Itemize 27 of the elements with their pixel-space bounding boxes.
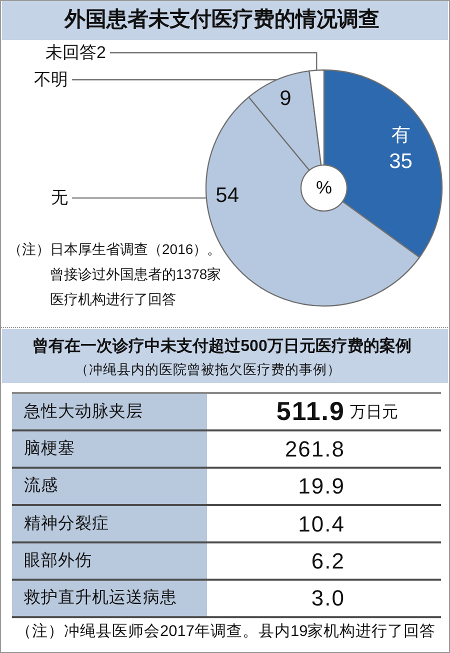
data-label: 10.4	[298, 511, 345, 536]
data-label: 9	[280, 86, 292, 112]
text: （注）冲绳县医师会2017年调查。县内19家机构进行了回答	[16, 623, 436, 641]
text: 万日元	[350, 403, 398, 422]
data-label: 2	[96, 42, 106, 62]
slice-label: 无	[51, 188, 68, 208]
slice-label: 不明	[34, 70, 68, 90]
data-label: 261.8	[284, 436, 345, 462]
text: %	[316, 178, 332, 198]
category-label: 救护直升机运送病患	[24, 588, 177, 608]
slice-label: 未回答	[46, 42, 97, 62]
data-label: 511.9	[276, 396, 345, 427]
category-label: 流感	[24, 476, 58, 496]
data-label: 35	[389, 150, 412, 174]
title: 外国患者未支付医疗费的情况调查	[64, 8, 380, 32]
text: （注）日本厚生省调查（2016）。曾接诊过外国患者的1378家医疗机构进行了回答	[8, 240, 222, 309]
category-label: 脑梗塞	[24, 440, 75, 458]
subtitle: （冲绳县内的医院曾被拖欠医疗费的事例）	[75, 362, 341, 378]
slice-label: 有	[391, 124, 410, 147]
data-label: 6.2	[311, 548, 345, 574]
data-label: 19.9	[298, 474, 345, 500]
data-label: 3.0	[311, 586, 345, 612]
category-label: 眼部外伤	[24, 552, 92, 571]
title: 曾有在一次诊疗中未支付超过500万日元医疗费的案例	[32, 338, 412, 356]
data-label: 54	[216, 184, 240, 208]
category-label: 精神分裂症	[24, 514, 109, 534]
category-label: 急性大动脉夹层	[24, 402, 143, 422]
